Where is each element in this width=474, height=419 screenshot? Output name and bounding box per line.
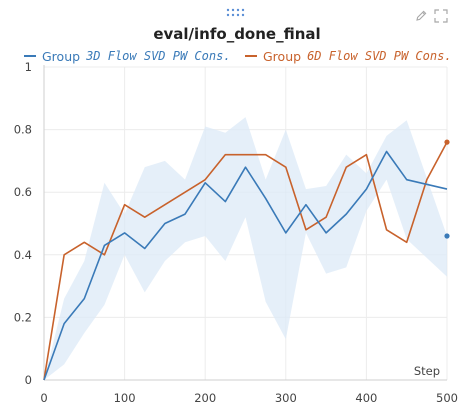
legend-prefix: Group: [263, 48, 302, 64]
legend-swatch: [24, 55, 36, 57]
y-tick-label: 0.4: [14, 248, 32, 262]
series-end-marker-0: [444, 233, 450, 239]
x-tick-label: 0: [40, 391, 47, 405]
y-tick-label: 0.8: [14, 123, 32, 137]
series-band-0: [44, 117, 447, 380]
drag-handle-icon[interactable]: [226, 8, 246, 18]
legend-run-name: 3D Flow SVD PW Cons.: [86, 49, 231, 63]
x-tick-label: 300: [275, 391, 297, 405]
legend-run-name: 6D Flow SVD PW Cons.: [307, 49, 452, 63]
series-end-marker-1: [444, 139, 450, 145]
fullscreen-icon[interactable]: [434, 9, 448, 23]
legend-item-3d-flow[interactable]: Group 3D Flow SVD PW Cons.: [24, 47, 231, 65]
x-tick-label: 500: [436, 391, 458, 405]
x-tick-label: 200: [194, 391, 216, 405]
y-tick-label: 0.2: [14, 310, 32, 324]
legend-prefix: Group: [42, 48, 81, 64]
y-tick-label: 0: [25, 373, 32, 387]
y-tick-label: 0.6: [14, 185, 32, 199]
series-line-0: [43, 150, 448, 381]
x-tick-label: 100: [114, 391, 136, 405]
x-axis-label: Step: [414, 364, 440, 378]
chart-title: eval/info_done_final: [153, 25, 321, 43]
y-tick-label: 1: [25, 60, 32, 74]
legend-item-6d-flow[interactable]: Group 6D Flow SVD PW Cons.: [245, 47, 452, 65]
edit-pencil-icon[interactable]: [414, 9, 428, 23]
series-line-1: [43, 141, 448, 381]
x-tick-label: 400: [355, 391, 377, 405]
legend-swatch: [245, 55, 257, 57]
